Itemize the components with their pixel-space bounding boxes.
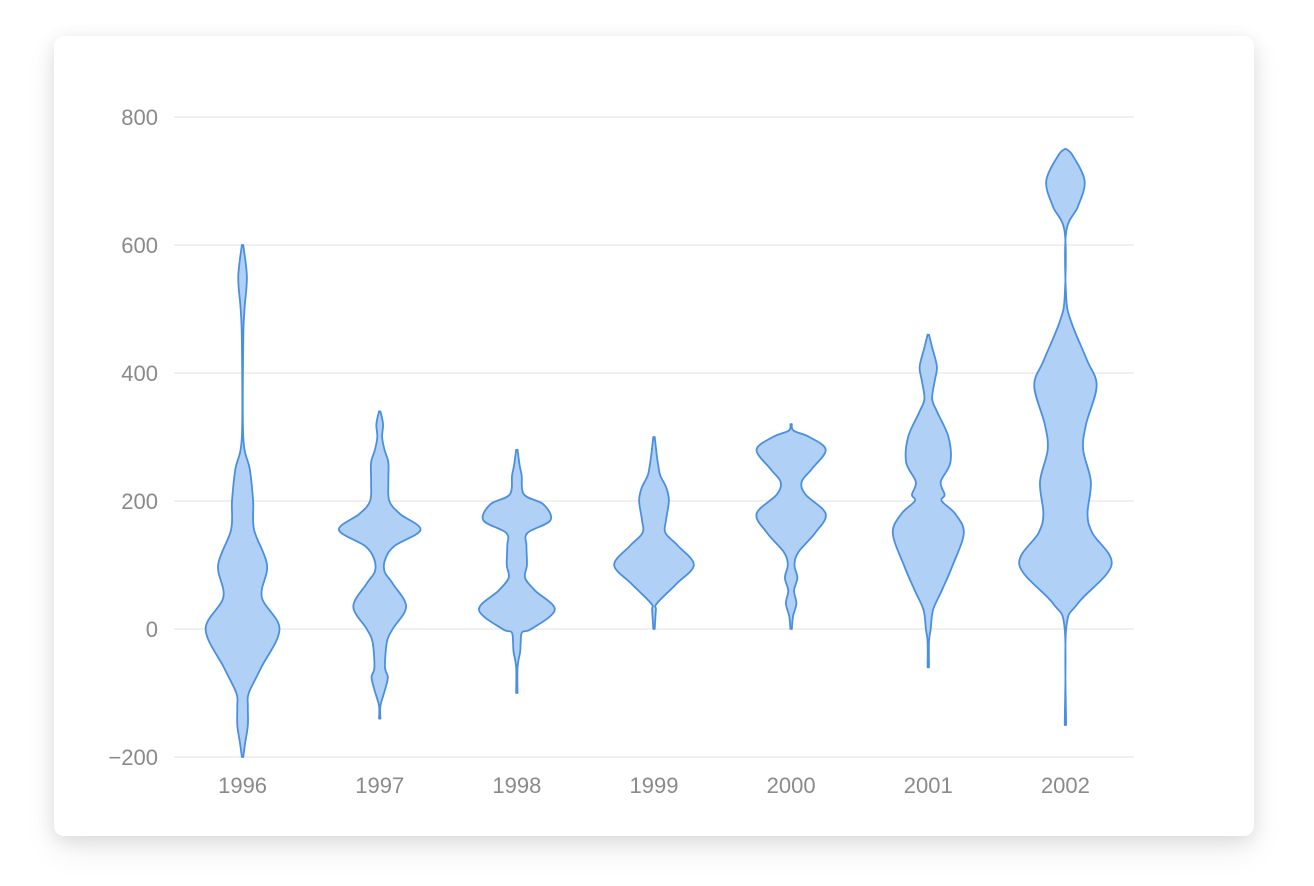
x-tick-label: 2002 bbox=[1041, 773, 1090, 798]
x-tick-label: 1997 bbox=[355, 773, 404, 798]
y-tick-label: 600 bbox=[121, 233, 158, 258]
x-tick-label: 1996 bbox=[218, 773, 267, 798]
y-axis-ticks: 800 600 400 200 0 −200 bbox=[108, 105, 158, 770]
y-tick-label: 800 bbox=[121, 105, 158, 130]
violin-2000 bbox=[755, 423, 827, 630]
x-tick-label: 2000 bbox=[767, 773, 816, 798]
violin-1999 bbox=[613, 436, 695, 630]
y-tick-label: 400 bbox=[121, 361, 158, 386]
x-tick-label: 2001 bbox=[904, 773, 953, 798]
violins bbox=[204, 148, 1113, 758]
y-tick-label: 0 bbox=[146, 617, 158, 642]
x-tick-label: 1998 bbox=[492, 773, 541, 798]
chart-card: 800 600 400 200 0 −200 1996 1997 1998 1999 2000 20… bbox=[54, 36, 1254, 836]
violin-2001 bbox=[891, 333, 965, 669]
violin-1998 bbox=[478, 448, 556, 694]
violin-1997 bbox=[338, 410, 422, 720]
y-tick-label: −200 bbox=[108, 745, 158, 770]
x-tick-label: 1999 bbox=[630, 773, 679, 798]
violin-1996 bbox=[204, 244, 281, 758]
y-tick-label: 200 bbox=[121, 489, 158, 514]
x-axis-ticks: 1996 1997 1998 1999 2000 2001 2002 bbox=[218, 773, 1090, 798]
violin-2002 bbox=[1018, 148, 1113, 726]
